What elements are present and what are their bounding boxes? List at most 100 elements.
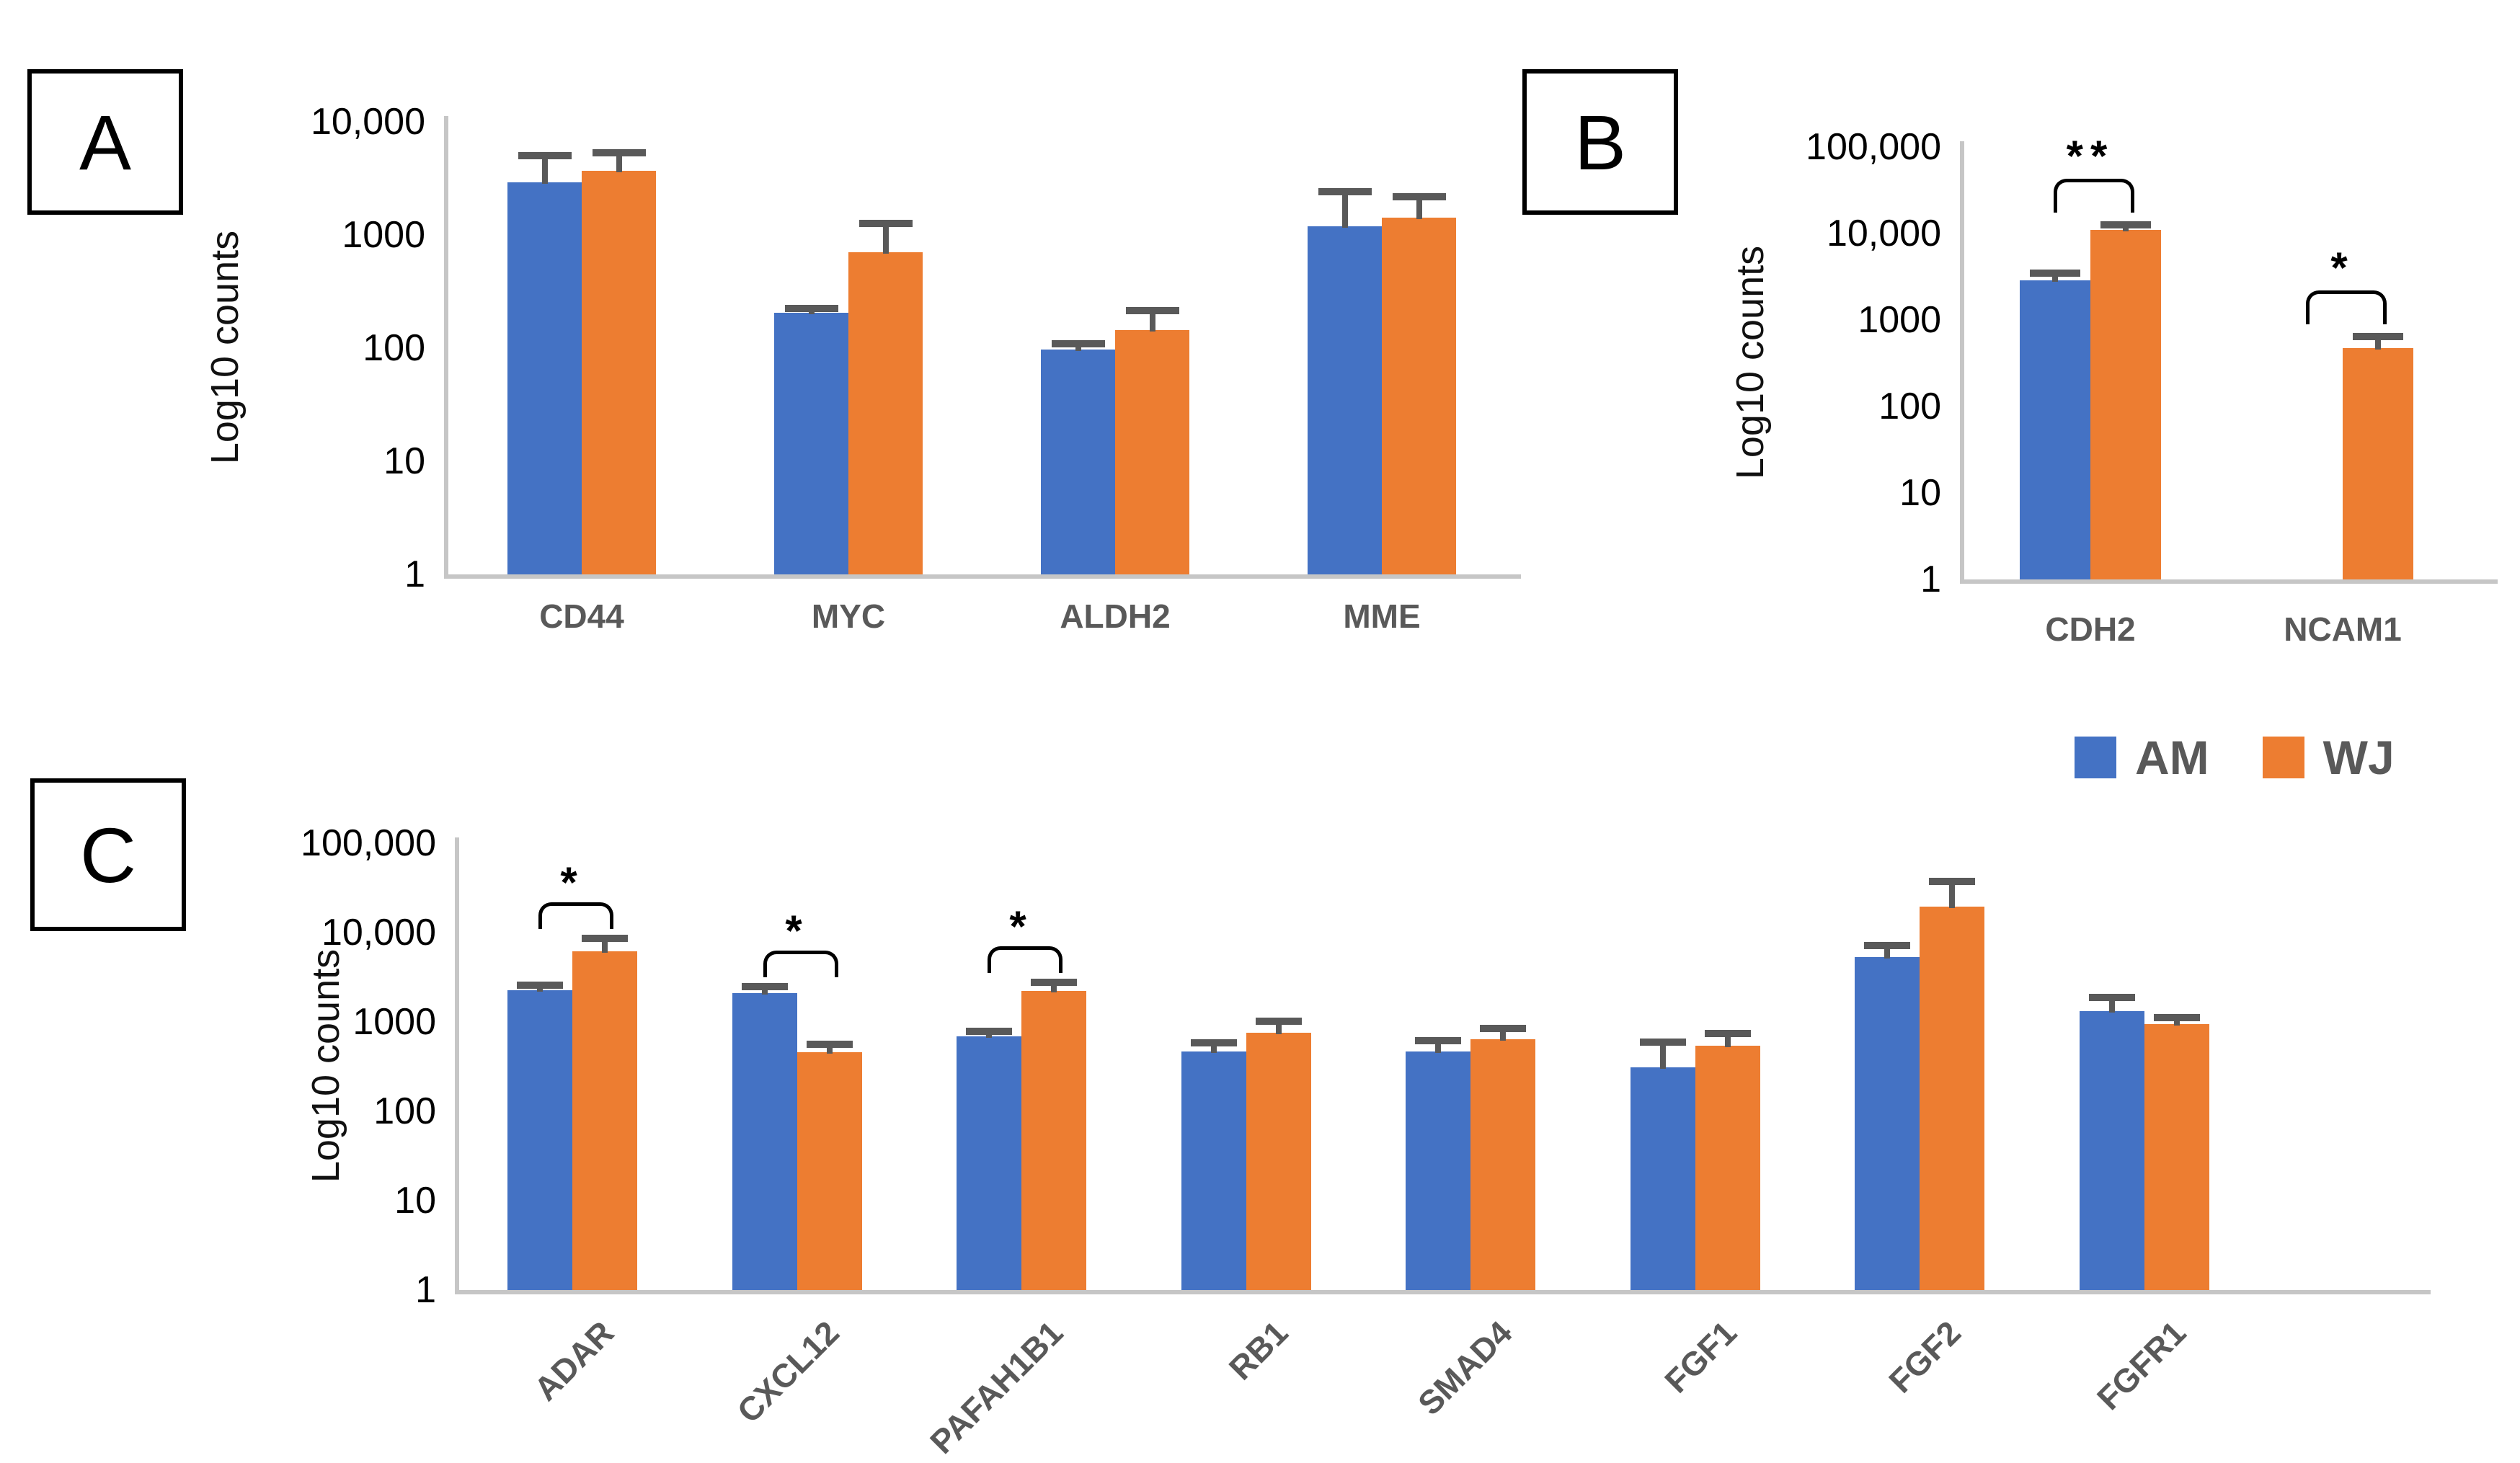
- error-bar-am-CD44: [541, 156, 548, 184]
- error-cap-wj-FGF1: [1705, 1030, 1751, 1038]
- error-bar-wj-CXCL12: [827, 1044, 833, 1054]
- category-label-FGFR1: FGFR1: [2090, 1313, 2193, 1418]
- legend-label-wj: WJ: [2322, 731, 2395, 784]
- y-tick-label-A-1: 1: [404, 553, 425, 595]
- legend-swatch-am: [2075, 737, 2116, 778]
- error-bar-wj-SMAD4: [1500, 1028, 1506, 1041]
- error-cap-am-RB1: [1191, 1039, 1237, 1047]
- error-cap-wj-CD44: [592, 149, 646, 157]
- y-tick-label-C-100,000: 100,000: [301, 822, 436, 864]
- y-axis-line-B: [1960, 141, 1964, 584]
- bar-wj-MME: [1382, 218, 1456, 574]
- error-bar-am-ALDH2: [1075, 343, 1081, 352]
- bar-wj-ALDH2: [1115, 329, 1189, 574]
- error-bar-wj-FGF1: [1725, 1033, 1731, 1048]
- error-bar-wj-PAFAH1B1: [1051, 982, 1057, 992]
- error-cap-wj-ALDH2: [1125, 306, 1179, 314]
- category-label-FGF2: FGF2: [1881, 1313, 1969, 1400]
- y-tick-label-C-10: 10: [394, 1180, 436, 1222]
- error-bar-wj-FGFR1: [2174, 1017, 2180, 1026]
- panel-letter-c: C: [80, 811, 136, 899]
- error-bar-am-FGF1: [1660, 1042, 1666, 1070]
- bar-am-MYC: [774, 313, 848, 574]
- bar-wj-NCAM1: [2343, 348, 2413, 579]
- panel-letter-b: B: [1574, 98, 1627, 186]
- y-axis-line-A: [444, 116, 448, 579]
- panel-box-b: B: [1522, 69, 1678, 215]
- y-tick-label-A-10: 10: [383, 440, 425, 482]
- bar-am-FGF1: [1631, 1067, 1695, 1290]
- bar-am-SMAD4: [1406, 1051, 1470, 1290]
- y-tick-label-A-1000: 1000: [342, 214, 425, 256]
- bar-am-RB1: [1181, 1051, 1246, 1290]
- error-bar-am-SMAD4: [1435, 1040, 1441, 1054]
- error-cap-wj-CDH2: [2100, 221, 2151, 229]
- error-bar-wj-RB1: [1276, 1020, 1282, 1034]
- error-bar-wj-MME: [1416, 196, 1422, 220]
- error-cap-wj-FGFR1: [2154, 1013, 2200, 1021]
- sig-marker-NCAM1: *: [2330, 244, 2355, 293]
- error-bar-am-RB1: [1211, 1043, 1217, 1053]
- category-label-RB1: RB1: [1221, 1313, 1295, 1387]
- error-cap-am-CXCL12: [742, 982, 788, 990]
- error-cap-am-CDH2: [2030, 269, 2080, 277]
- error-cap-wj-MYC: [859, 220, 913, 228]
- error-cap-wj-ADAR: [582, 935, 628, 943]
- category-label-ALDH2: ALDH2: [1060, 597, 1171, 635]
- y-tick-label-C-1000: 1000: [352, 1001, 436, 1043]
- sig-bracket-CDH2: [2054, 179, 2134, 213]
- x-axis-line-B: [1960, 579, 2498, 584]
- y-tick-label-A-10,000: 10,000: [310, 101, 425, 143]
- bar-wj-RB1: [1246, 1032, 1311, 1290]
- bar-am-FGFR1: [2080, 1011, 2144, 1290]
- y-axis-title-A: Log10 counts: [203, 230, 247, 465]
- bar-am-FGF2: [1855, 957, 1920, 1290]
- sig-bracket-ADAR: [538, 902, 613, 930]
- y-tick-label-B-1000: 1000: [1858, 299, 1941, 341]
- y-axis-title-C: Log10 counts: [304, 948, 347, 1183]
- legend-swatch-wj: [2262, 737, 2304, 778]
- error-bar-am-FGFR1: [2109, 997, 2115, 1013]
- error-cap-am-ADAR: [517, 981, 563, 989]
- error-cap-wj-FGF2: [1929, 877, 1975, 885]
- y-tick-label-C-10,000: 10,000: [321, 912, 436, 953]
- error-cap-wj-RB1: [1256, 1017, 1302, 1025]
- error-cap-am-MME: [1318, 188, 1372, 196]
- error-cap-wj-PAFAH1B1: [1031, 978, 1077, 986]
- bar-wj-MYC: [848, 252, 923, 574]
- y-tick-label-B-1: 1: [1920, 559, 1941, 600]
- category-label-SMAD4: SMAD4: [1410, 1313, 1519, 1423]
- category-label-NCAM1: NCAM1: [2284, 610, 2402, 648]
- sig-marker-ADAR: *: [560, 858, 585, 907]
- bar-am-ADAR: [507, 990, 572, 1290]
- category-label-CXCL12: CXCL12: [729, 1313, 846, 1431]
- y-axis-title-B: Log10 counts: [1729, 245, 1772, 480]
- y-tick-label-A-100: 100: [363, 327, 425, 369]
- error-bar-wj-FGF2: [1949, 881, 1955, 908]
- error-cap-am-PAFAH1B1: [966, 1027, 1012, 1035]
- error-cap-am-ALDH2: [1051, 339, 1105, 347]
- error-bar-wj-ALDH2: [1149, 310, 1155, 332]
- bar-wj-FGF1: [1695, 1046, 1760, 1290]
- category-label-ADAR: ADAR: [526, 1313, 621, 1408]
- bar-am-CD44: [507, 182, 582, 574]
- y-tick-label-C-100: 100: [373, 1090, 436, 1132]
- bar-am-CDH2: [2020, 280, 2090, 579]
- error-cap-am-MYC: [784, 304, 838, 312]
- y-tick-label-B-10,000: 10,000: [1826, 213, 1941, 254]
- error-cap-wj-NCAM1: [2353, 333, 2403, 341]
- bar-wj-ADAR: [572, 951, 637, 1290]
- x-axis-line-A: [444, 574, 1521, 579]
- bar-wj-FGFR1: [2144, 1024, 2209, 1290]
- error-cap-am-FGF1: [1640, 1039, 1686, 1046]
- category-label-PAFAH1B1: PAFAH1B1: [923, 1313, 1070, 1461]
- sig-marker-PAFAH1B1: *: [1009, 902, 1034, 951]
- error-bar-am-CDH2: [2052, 272, 2058, 282]
- bar-wj-PAFAH1B1: [1021, 990, 1086, 1290]
- bar-wj-CDH2: [2090, 230, 2161, 579]
- category-label-FGF1: FGF1: [1657, 1313, 1744, 1400]
- error-bar-wj-NCAM1: [2375, 337, 2381, 350]
- y-tick-label-B-100,000: 100,000: [1806, 126, 1941, 168]
- bar-wj-SMAD4: [1470, 1039, 1535, 1290]
- panel-box-c: C: [30, 778, 186, 931]
